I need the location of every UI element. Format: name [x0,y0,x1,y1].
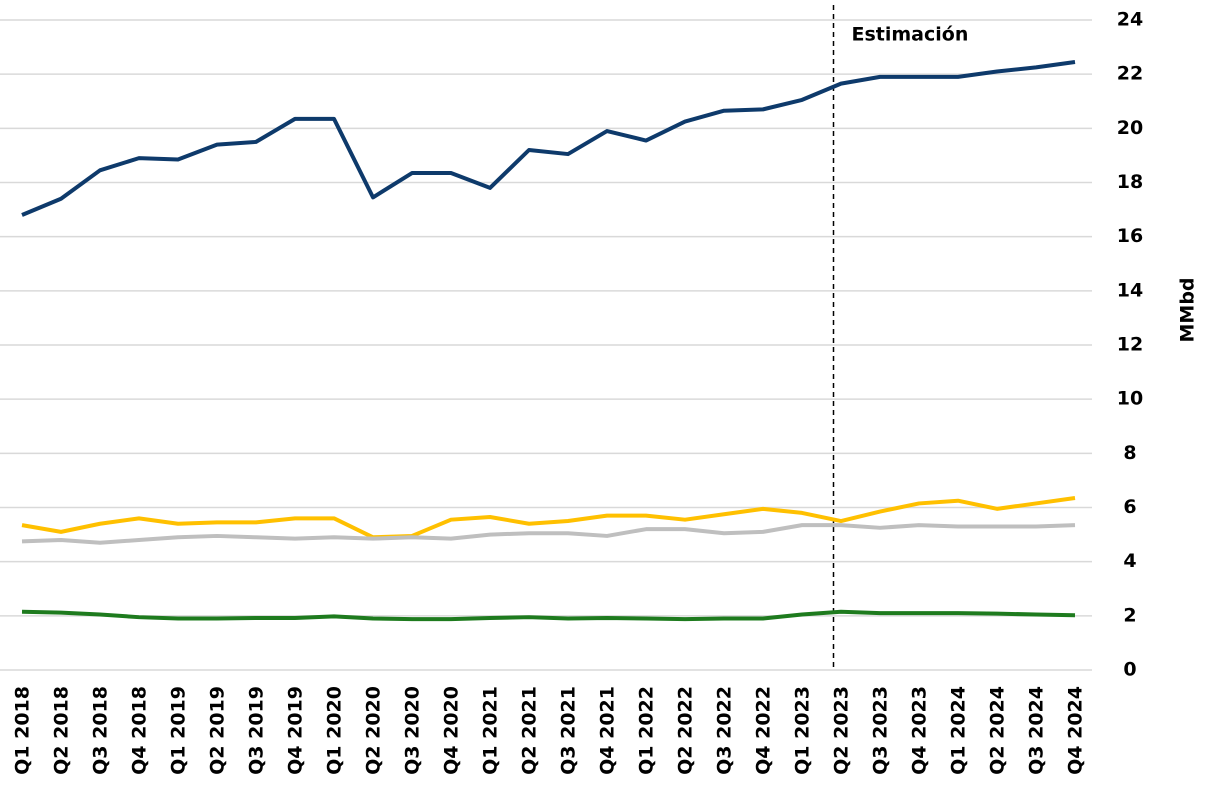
y-axis-label: MMbd [1177,277,1199,342]
x-tick-label: Q1 2021 [480,686,502,775]
x-tick-label: Q3 2023 [870,686,892,775]
x-tick-label: Q2 2019 [207,686,229,775]
x-tick-label: Q4 2021 [597,686,619,775]
y-tick-label: 22 [1117,63,1143,85]
y-tick-label: 16 [1117,225,1143,247]
x-tick-label: Q1 2019 [168,686,190,775]
x-tick-label: Q4 2024 [1065,686,1087,775]
x-tick-label: Q1 2024 [948,686,970,775]
annotation: Estimación [852,24,969,46]
y-tick-label: 0 [1123,659,1136,681]
y-tick-label: 10 [1117,388,1143,410]
x-tick-label: Q4 2020 [441,686,463,775]
y-tick-label: 14 [1117,279,1143,301]
x-tick-label: Q1 2022 [636,686,658,775]
y-tick-label: 6 [1123,496,1136,518]
x-tick-label: Q2 2023 [831,686,853,775]
x-tick-label: Q4 2022 [753,686,775,775]
x-tick-label: Q2 2021 [519,686,541,775]
y-tick-label: 20 [1117,117,1143,139]
x-tick-label: Q1 2018 [12,686,34,775]
x-tick-label: Q1 2020 [324,686,346,775]
x-tick-label: Q3 2024 [1026,686,1048,775]
y-tick-label: 18 [1117,171,1143,193]
y-tick-label: 4 [1123,550,1136,572]
y-tick-label: 24 [1117,9,1143,31]
x-tick-label: Q2 2020 [363,686,385,775]
x-tick-label: Q2 2024 [987,686,1009,775]
x-tick-label: Q3 2020 [402,686,424,775]
x-tick-label: Q2 2018 [51,686,73,775]
x-tick-label: Q1 2023 [792,686,814,775]
series-line [21,609,1076,622]
series-line [21,523,1076,545]
x-tick-label: Q4 2018 [129,686,151,775]
x-tick-label: Q2 2022 [675,686,697,775]
x-tick-label: Q4 2019 [285,686,307,775]
x-tick-label: Q3 2021 [558,686,580,775]
x-tick-label: Q3 2019 [246,686,268,775]
series-line [21,496,1076,540]
x-tick-label: Q3 2018 [90,686,112,775]
y-tick-label: 2 [1123,604,1136,626]
x-tick-label: Q3 2022 [714,686,736,775]
series-line [21,59,1076,217]
y-tick-label: 12 [1117,334,1143,356]
y-tick-label: 8 [1123,442,1136,464]
x-tick-label: Q4 2023 [909,686,931,775]
